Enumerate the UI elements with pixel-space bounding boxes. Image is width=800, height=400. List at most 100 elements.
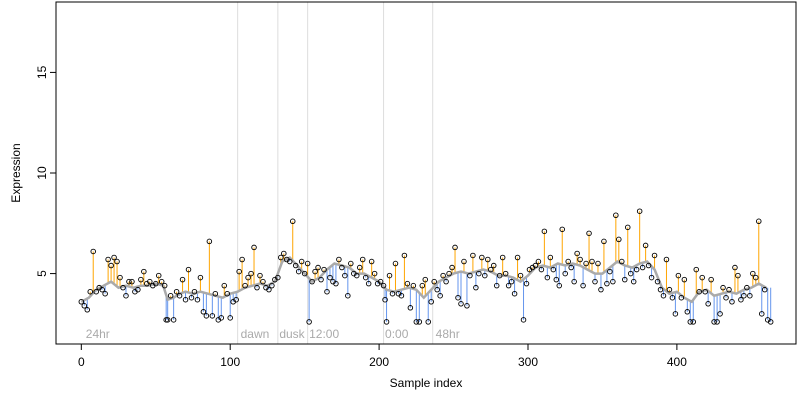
data-point-150 [517, 272, 524, 279]
data-point-210 [696, 288, 702, 295]
data-point-125 [443, 278, 449, 285]
data-point-100 [371, 270, 378, 277]
data-point-155 [532, 262, 539, 269]
data-point-67 [275, 274, 281, 281]
data-point-114 [410, 282, 417, 289]
data-point-148 [511, 290, 518, 297]
data-point-55 [239, 256, 245, 263]
data-point-152 [523, 280, 530, 287]
data-point-211 [699, 274, 705, 281]
data-point-127 [449, 264, 455, 271]
data-point-102 [377, 278, 384, 285]
y-tick-label-2: 15 [35, 65, 49, 79]
data-point-21 [141, 268, 147, 275]
data-point-97 [362, 274, 369, 281]
data-point-141 [490, 262, 497, 269]
data-point-225 [741, 292, 747, 299]
data-point-172 [583, 260, 589, 267]
annotation-labels: 24hr dawn dusk 12:00 0:00 48hr [86, 327, 460, 341]
data-point-133 [467, 272, 473, 279]
data-point-142 [493, 282, 500, 289]
data-point-59 [251, 244, 257, 251]
data-point-145 [502, 270, 509, 277]
data-point-106 [386, 272, 393, 279]
data-point-183 [616, 236, 622, 243]
data-point-126 [446, 270, 452, 277]
data-point-170 [577, 256, 583, 263]
data-point-76 [301, 270, 308, 277]
data-point-8 [102, 290, 108, 297]
data-point-3 [87, 288, 93, 295]
data-points [78, 208, 774, 325]
data-point-69 [281, 250, 287, 257]
data-point-147 [508, 278, 515, 285]
data-point-132 [464, 303, 470, 309]
data-point-219 [723, 294, 729, 301]
data-point-166 [565, 258, 571, 265]
data-point-115 [413, 319, 420, 325]
data-point-204 [678, 294, 685, 301]
data-point-16 [126, 278, 132, 285]
x-tick-label-0: 0 [78, 355, 85, 369]
data-point-85 [327, 274, 333, 281]
x-tick-label-4: 400 [667, 355, 687, 369]
data-point-232 [761, 286, 768, 293]
annotation-3: 12:00 [309, 327, 339, 341]
y-axis: 5 10 15 [35, 65, 57, 277]
data-point-103 [380, 282, 387, 289]
data-point-62 [260, 278, 266, 285]
data-point-184 [619, 258, 625, 265]
data-point-50 [224, 290, 230, 297]
data-point-73 [292, 262, 299, 269]
data-point-168 [571, 278, 577, 285]
data-point-11 [111, 254, 117, 261]
data-point-156 [535, 258, 542, 265]
data-point-123 [437, 292, 443, 299]
annotation-0: 24hr [86, 327, 110, 341]
data-point-201 [669, 294, 676, 301]
data-point-139 [485, 256, 491, 263]
data-point-189 [633, 266, 640, 273]
data-point-224 [738, 296, 744, 303]
data-point-0 [78, 299, 85, 305]
data-point-182 [613, 212, 619, 218]
data-point-79 [309, 278, 315, 285]
data-point-207 [687, 319, 694, 325]
data-point-228 [750, 270, 756, 277]
annotation-2: dusk [279, 327, 305, 341]
data-point-193 [645, 262, 652, 269]
data-point-71 [287, 258, 293, 265]
data-point-151 [520, 317, 527, 323]
data-point-30 [164, 317, 171, 323]
data-point-80 [312, 268, 318, 275]
data-point-27 [158, 278, 165, 285]
data-point-74 [295, 268, 302, 275]
data-point-45 [209, 313, 216, 319]
data-point-44 [206, 238, 213, 245]
data-point-177 [598, 286, 604, 293]
data-point-181 [610, 278, 616, 285]
data-point-36 [182, 296, 189, 303]
data-point-23 [147, 278, 153, 285]
data-point-14 [120, 284, 126, 291]
data-point-162 [553, 276, 560, 283]
plot-frame [55, 1, 797, 345]
data-point-171 [580, 282, 586, 289]
data-point-35 [179, 276, 186, 283]
data-point-54 [236, 268, 242, 275]
data-point-94 [354, 272, 360, 279]
data-point-169 [574, 250, 580, 257]
data-point-12 [114, 258, 120, 265]
y-axis-title: Expression [9, 143, 23, 202]
data-point-185 [622, 276, 628, 283]
data-point-197 [657, 286, 664, 293]
data-point-19 [135, 286, 141, 293]
data-point-190 [636, 208, 643, 214]
data-point-37 [185, 266, 192, 273]
data-point-231 [759, 311, 765, 317]
data-point-92 [348, 260, 354, 267]
data-point-200 [666, 286, 673, 293]
data-point-188 [630, 278, 637, 285]
data-point-39 [191, 288, 198, 295]
data-point-187 [627, 270, 634, 277]
